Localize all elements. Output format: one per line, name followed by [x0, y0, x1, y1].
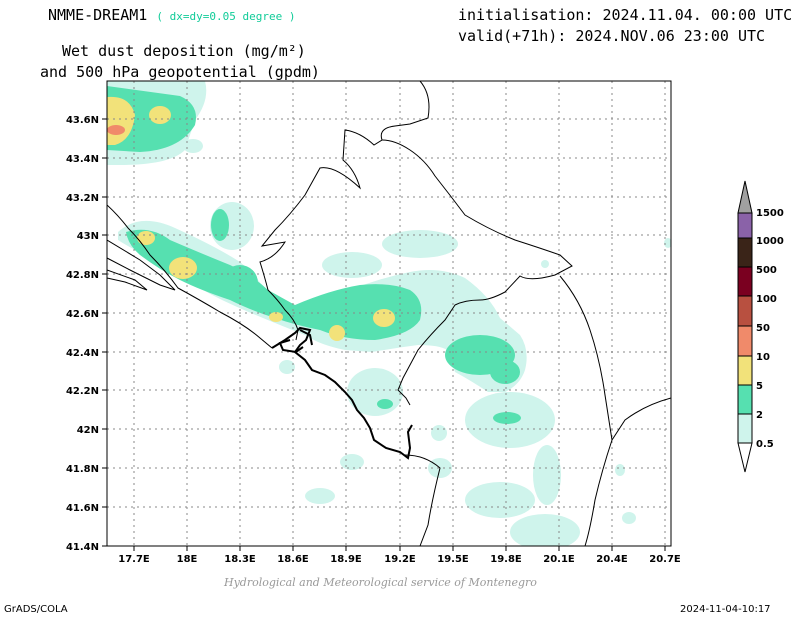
- legend-swatch-top: [737, 180, 753, 214]
- legend-label: 10: [756, 352, 770, 363]
- lat-label: 41.4N: [66, 542, 99, 553]
- lon-label: 18.6E: [277, 554, 309, 565]
- legend-label: 2: [756, 410, 763, 421]
- legend-label: 5: [756, 381, 763, 392]
- lat-label: 42.8N: [66, 270, 99, 281]
- field-description-line2: and 500 hPa geopotential (gpdm): [40, 63, 320, 81]
- legend-label: 0.5: [756, 439, 774, 450]
- legend-swatch: [737, 355, 753, 386]
- lon-label: 18.9E: [330, 554, 362, 565]
- lat-label: 43.2N: [66, 193, 99, 204]
- lon-label: 19.5E: [437, 554, 469, 565]
- legend-label: 1000: [756, 236, 784, 247]
- model-title: NMME-DREAM1 ( dx=dy=0.05 degree ): [48, 6, 295, 24]
- legend-label: 500: [756, 265, 777, 276]
- init-time: initialisation: 2024.11.04. 00:00 UTC: [458, 6, 793, 24]
- legend-swatch: [737, 212, 753, 239]
- credit-text: Hydrological and Meteorological service …: [224, 576, 537, 589]
- lon-label: 18E: [177, 554, 198, 565]
- lat-label: 42.4N: [66, 348, 99, 359]
- lat-label: 43N: [77, 231, 99, 242]
- legend-swatch-bottom: [737, 442, 753, 473]
- legend-label: 50: [756, 323, 770, 334]
- dust-field: [107, 81, 671, 546]
- lon-label: 17.7E: [118, 554, 150, 565]
- legend-swatch: [737, 237, 753, 268]
- lon-label: 20.1E: [543, 554, 575, 565]
- valid-time: valid(+71h): 2024.NOV.06 23:00 UTC: [458, 27, 766, 45]
- legend-label: 100: [756, 294, 777, 305]
- lon-label: 19.2E: [384, 554, 416, 565]
- legend-swatch: [737, 266, 753, 297]
- lon-label: 19.8E: [490, 554, 522, 565]
- model-name: NMME-DREAM1: [48, 6, 148, 24]
- legend-swatch: [737, 384, 753, 415]
- lat-label: 42.2N: [66, 386, 99, 397]
- lat-label: 42.6N: [66, 309, 99, 320]
- legend-swatch: [737, 295, 753, 327]
- legend-swatch: [737, 325, 753, 357]
- legend-swatch: [737, 413, 753, 444]
- lat-label: 41.8N: [66, 464, 99, 475]
- timestamp-label: 2024-11-04-10:17: [680, 604, 771, 615]
- lon-label: 20.7E: [649, 554, 681, 565]
- lon-label: 18.3E: [224, 554, 256, 565]
- software-label: GrADS/COLA: [4, 604, 68, 615]
- color-legend: [737, 180, 753, 473]
- lon-label: 20.4E: [596, 554, 628, 565]
- resolution-note: ( dx=dy=0.05 degree ): [156, 10, 296, 23]
- lat-label: 43.4N: [66, 154, 99, 165]
- lat-label: 41.6N: [66, 503, 99, 514]
- lat-label: 42N: [77, 425, 99, 436]
- field-description-line1: Wet dust deposition (mg/m²): [62, 42, 306, 60]
- legend-label: 1500: [756, 208, 784, 219]
- lat-label: 43.6N: [66, 115, 99, 126]
